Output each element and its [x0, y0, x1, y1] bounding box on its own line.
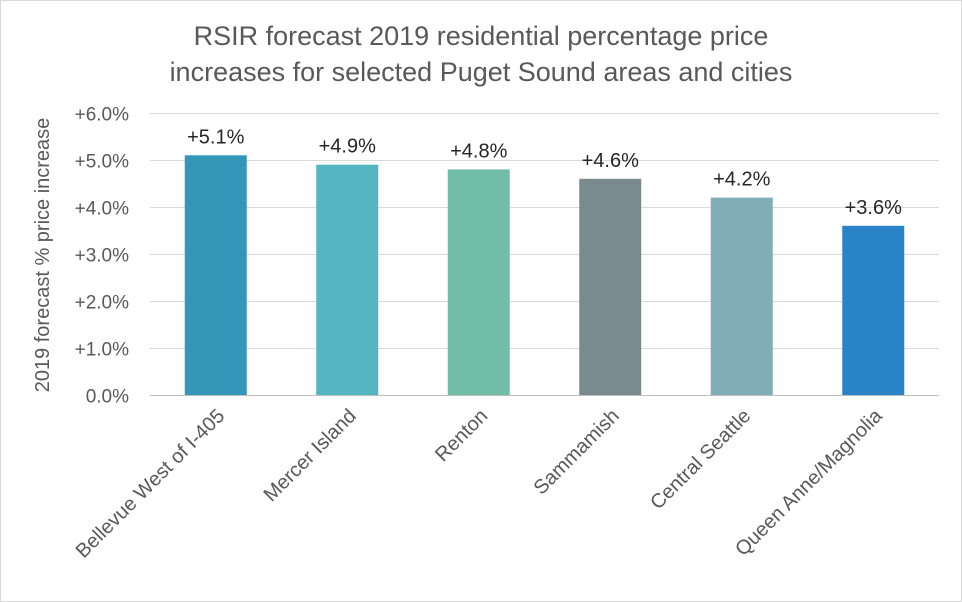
- y-axis-ticks: 0.0% +1.0% +2.0% +3.0% +4.0% +5.0% +6.0%: [75, 105, 130, 408]
- x-tick-label: Renton: [431, 405, 492, 466]
- x-tick-label: Mercer Island: [260, 405, 361, 506]
- y-tick-label: +6.0%: [75, 105, 130, 126]
- y-tick-label: +5.0%: [75, 152, 130, 173]
- bars: [184, 155, 905, 395]
- y-tick-label: +1.0%: [75, 340, 130, 361]
- chart-title-line-2: increases for selected Puget Sound areas…: [170, 57, 793, 87]
- category-labels: Bellevue West of I-405 Mercer Island Rento…: [72, 404, 888, 562]
- bar: [579, 178, 642, 395]
- data-label: +4.8%: [450, 140, 507, 162]
- data-label: +3.6%: [845, 197, 902, 219]
- chart-title: RSIR forecast 2019 residential percentag…: [170, 21, 793, 87]
- data-label: +4.2%: [713, 169, 770, 191]
- x-tick-label: Bellevue West of I-405: [72, 405, 230, 563]
- bar: [316, 164, 379, 395]
- bar: [842, 225, 905, 395]
- y-tick-label: +4.0%: [75, 199, 130, 220]
- y-tick-label: +2.0%: [75, 293, 130, 314]
- data-label: +4.6%: [582, 150, 639, 172]
- data-label: +5.1%: [187, 126, 244, 148]
- data-label: +4.9%: [319, 136, 376, 158]
- y-axis-label: 2019 forecast % price increase: [32, 118, 54, 393]
- gridlines: [150, 113, 939, 396]
- data-labels: +5.1% +4.9% +4.8% +4.6% +4.2% +3.6%: [187, 126, 902, 219]
- x-tick-label: Queen Anne/Magnolia: [731, 404, 887, 560]
- bar: [184, 155, 247, 395]
- y-tick-label: +3.0%: [75, 246, 130, 267]
- chart-title-line-1: RSIR forecast 2019 residential percentag…: [194, 21, 769, 51]
- bar: [447, 169, 510, 395]
- x-tick-label: Sammamish: [530, 405, 624, 499]
- bar: [710, 197, 773, 395]
- x-tick-label: Central Seattle: [646, 405, 755, 514]
- y-tick-label: 0.0%: [86, 387, 129, 408]
